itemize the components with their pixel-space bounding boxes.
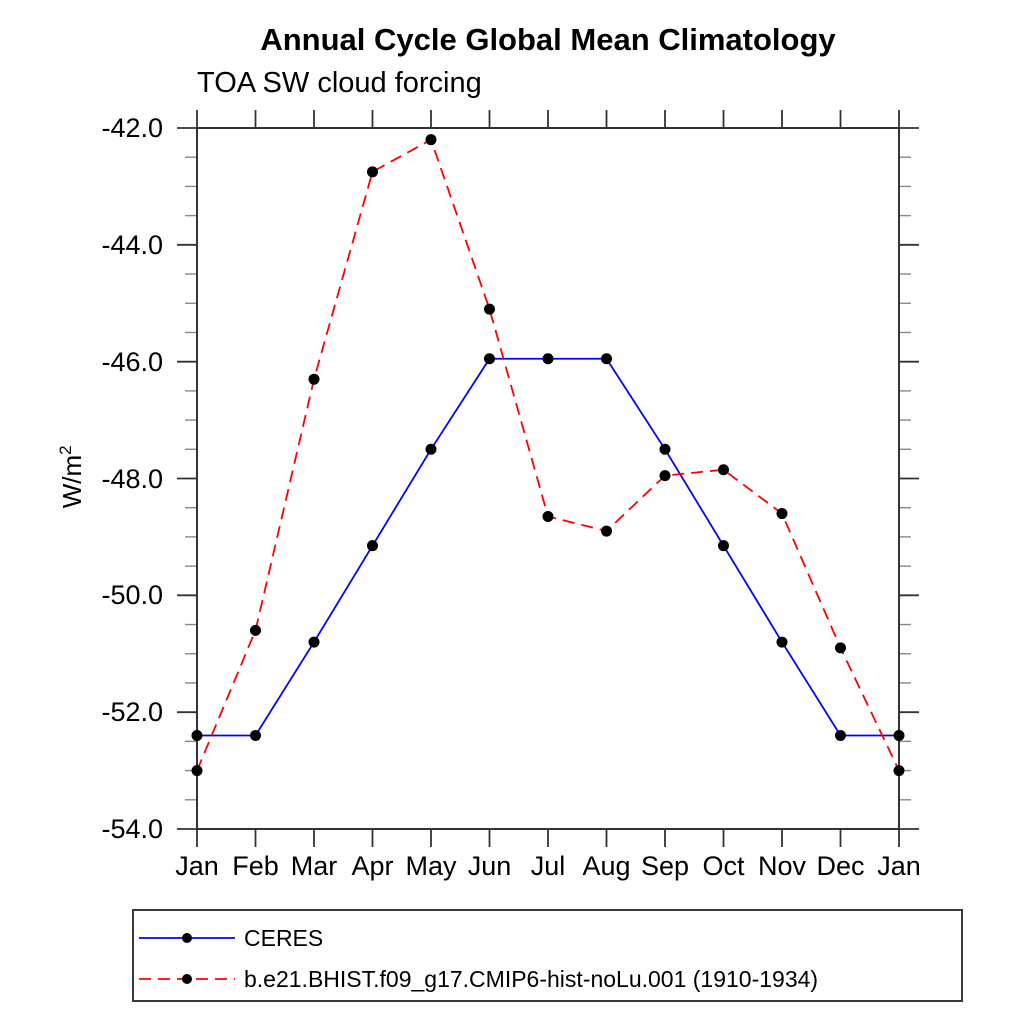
legend-label-ceres: CERES — [244, 924, 324, 951]
legend-label-model: b.e21.BHIST.f09_g17.CMIP6-hist-noLu.001 … — [244, 965, 819, 992]
x-tick-label: Dec — [816, 851, 865, 881]
x-tick-label: Nov — [757, 851, 806, 881]
chart-subtitle: TOA SW cloud forcing — [197, 67, 482, 99]
x-tick-label: May — [405, 851, 457, 881]
x-tick-label: Apr — [351, 851, 394, 881]
x-tick-label: Feb — [232, 851, 279, 881]
y-tick-label: -54.0 — [101, 814, 163, 844]
x-tick-label: Jan — [175, 851, 219, 881]
y-tick-label: -42.0 — [101, 113, 163, 143]
legend-box: CERES b.e21.BHIST.f09_g17.CMIP6-hist-noL… — [132, 909, 963, 1002]
x-tick-label: Oct — [702, 851, 745, 881]
y-tick-label: -48.0 — [101, 463, 163, 494]
y-tick-label: -44.0 — [101, 229, 163, 260]
x-tick-label: Jul — [530, 851, 566, 881]
x-tick-label: Jun — [467, 851, 512, 881]
y-tick-label: -46.0 — [101, 346, 163, 377]
x-tick-label: Sep — [640, 851, 690, 881]
legend-line-sample-model — [139, 974, 235, 984]
x-tick-label: Jan — [877, 851, 921, 881]
chart-title: Annual Cycle Global Mean Climatology — [260, 22, 836, 57]
y-tick-label: -52.0 — [101, 697, 163, 728]
legend-item-model: b.e21.BHIST.f09_g17.CMIP6-hist-noLu.001 … — [139, 965, 819, 992]
x-tick-label: Aug — [582, 851, 631, 881]
legend-line-sample-ceres — [139, 933, 235, 943]
y-tick-label: -50.0 — [101, 580, 163, 611]
x-tick-label: Mar — [290, 851, 338, 881]
legend-item-ceres: CERES — [139, 924, 324, 951]
